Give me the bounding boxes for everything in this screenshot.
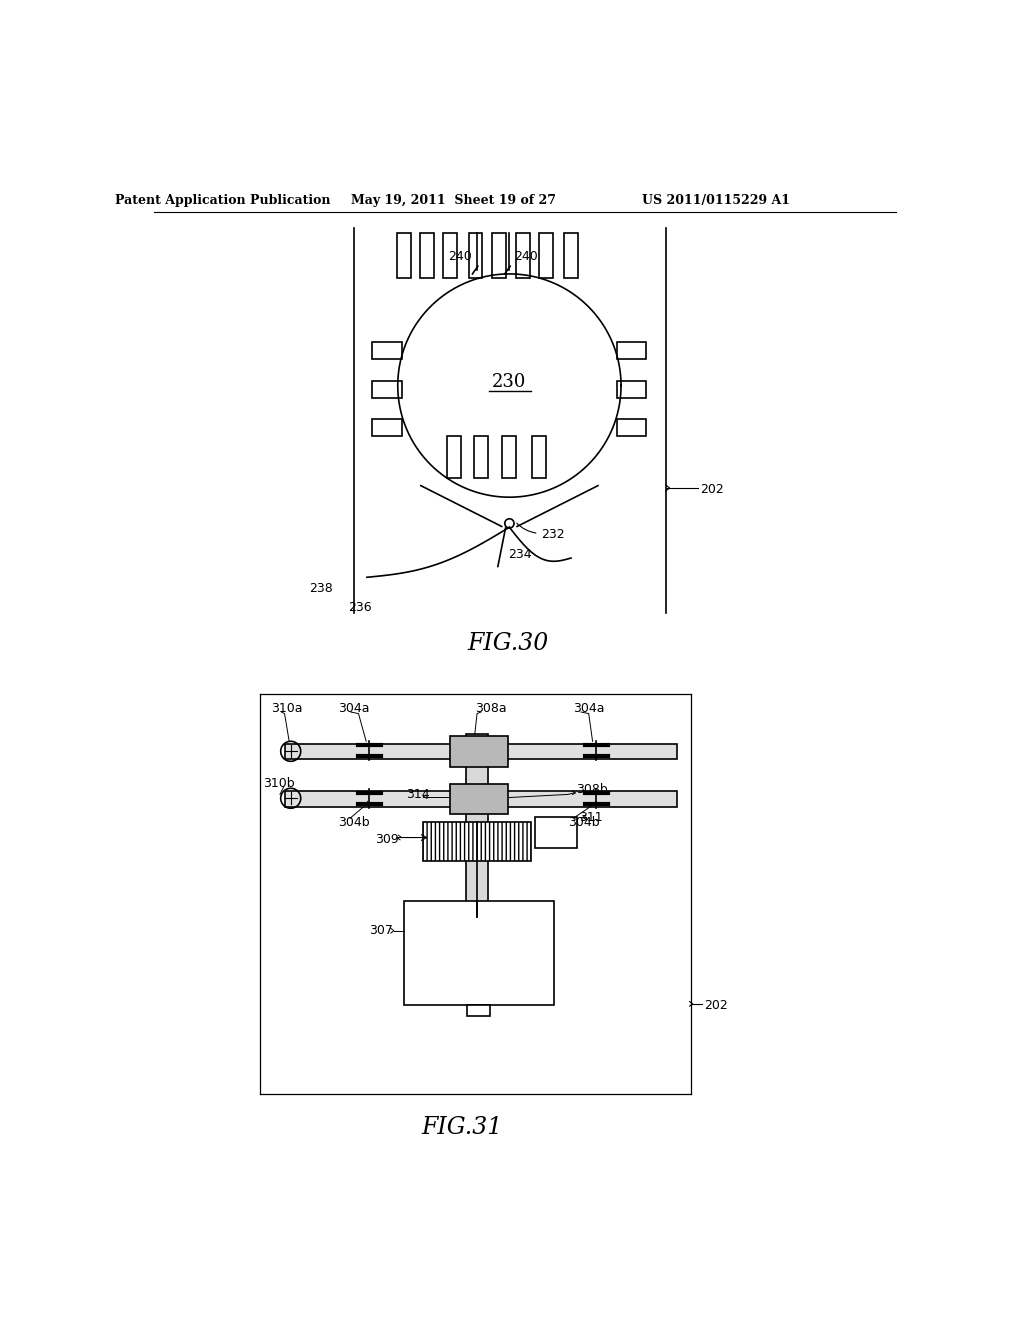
Text: US 2011/0115229 A1: US 2011/0115229 A1 <box>642 194 790 207</box>
Bar <box>451 784 508 814</box>
Text: Patent Application Publication: Patent Application Publication <box>116 194 331 207</box>
Text: FIG.31: FIG.31 <box>421 1115 503 1139</box>
Text: 240: 240 <box>449 251 472 264</box>
Text: 202: 202 <box>705 999 728 1012</box>
Text: 232: 232 <box>541 528 564 541</box>
Bar <box>467 1006 490 1016</box>
Text: 230: 230 <box>493 372 526 391</box>
Bar <box>451 737 508 767</box>
Text: 309: 309 <box>376 833 399 846</box>
Bar <box>423 822 531 861</box>
Text: 234: 234 <box>508 548 531 561</box>
Text: 202: 202 <box>700 483 724 496</box>
Bar <box>285 792 677 807</box>
Text: 308a: 308a <box>475 702 507 714</box>
Bar <box>285 743 677 759</box>
Text: FIG.30: FIG.30 <box>467 632 549 655</box>
Text: 311: 311 <box>580 810 603 824</box>
Bar <box>466 734 487 917</box>
Bar <box>403 902 554 1006</box>
Bar <box>535 817 578 847</box>
Text: 238: 238 <box>309 582 333 594</box>
Text: 310a: 310a <box>270 702 302 714</box>
Text: 310b: 310b <box>263 777 295 791</box>
Text: 304a: 304a <box>573 702 605 714</box>
Text: 308b: 308b <box>575 783 607 796</box>
Text: 240: 240 <box>514 251 539 264</box>
Text: May 19, 2011  Sheet 19 of 27: May 19, 2011 Sheet 19 of 27 <box>351 194 556 207</box>
Text: 314: 314 <box>407 788 430 801</box>
Text: 236: 236 <box>348 601 372 614</box>
Text: 304a: 304a <box>339 702 370 714</box>
Text: 304b: 304b <box>339 816 370 829</box>
Text: 304b: 304b <box>568 816 599 829</box>
Text: 307: 307 <box>370 924 393 937</box>
